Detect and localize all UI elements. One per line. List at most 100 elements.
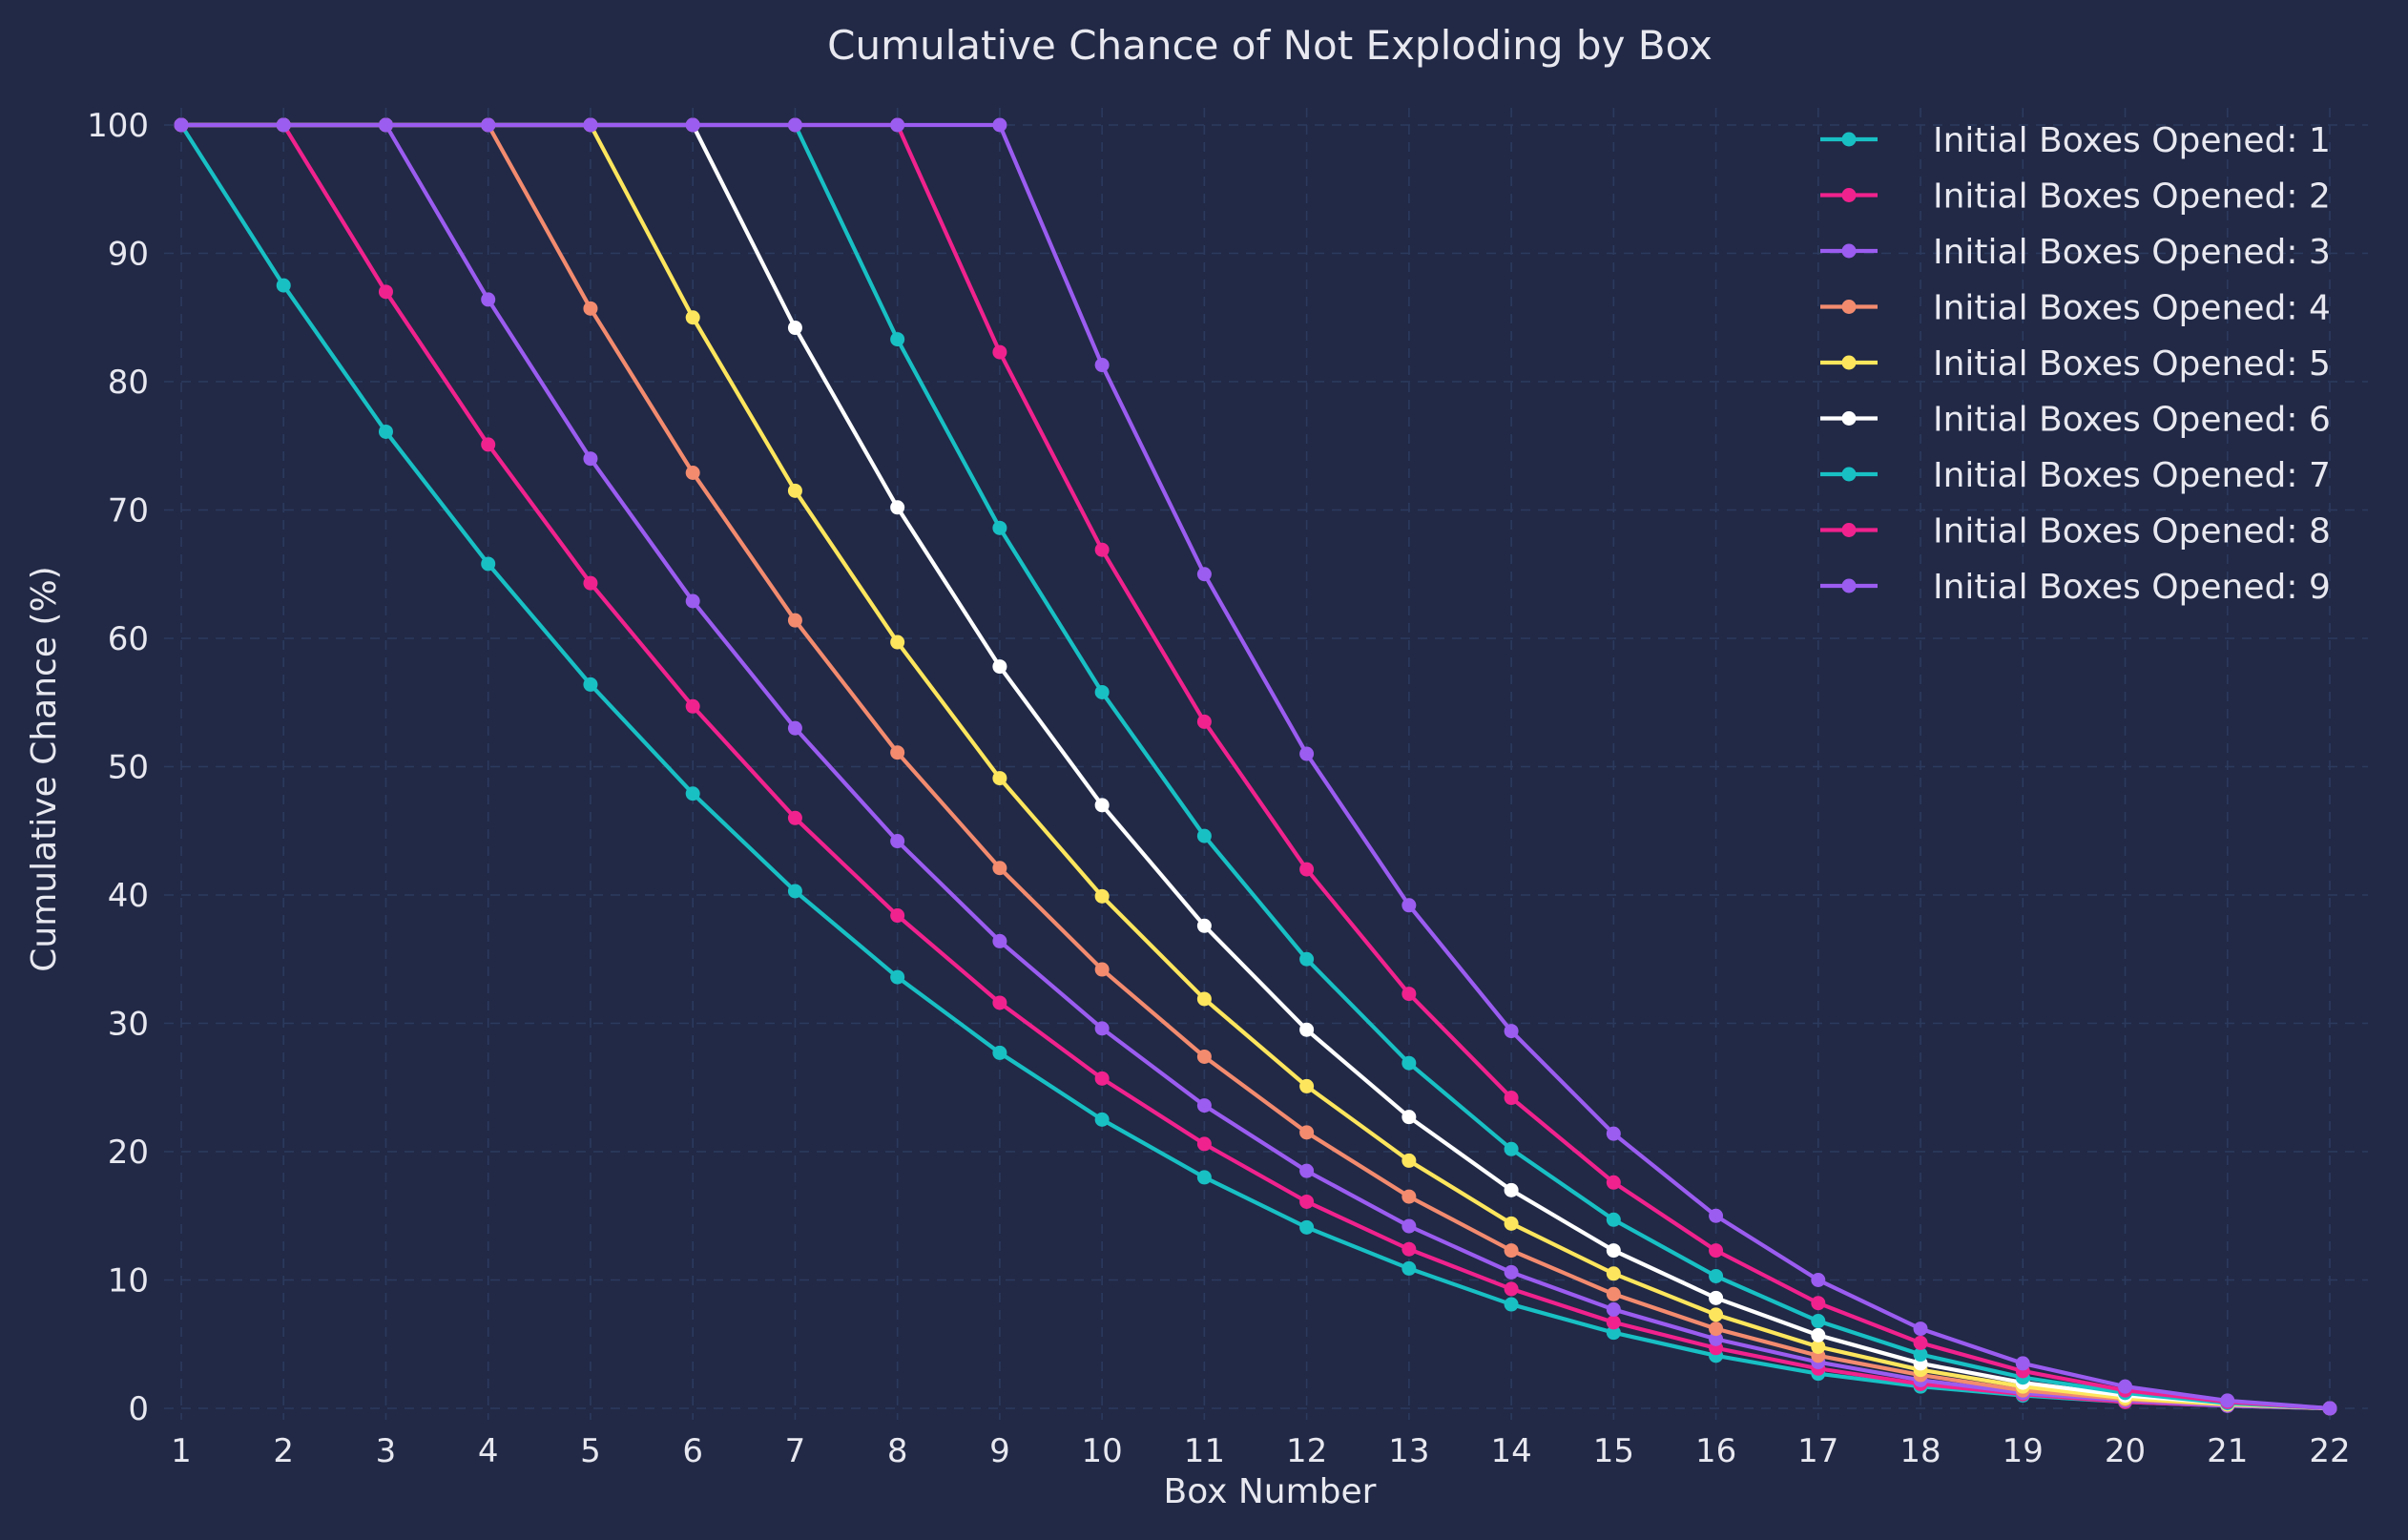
data-point <box>787 117 802 133</box>
data-point <box>583 117 598 133</box>
x-tick-label: 7 <box>785 1432 806 1470</box>
tick-labels: 1 2 3 4 5 6 7 8 9 10 11 12 13 14 15 16 17 18 19 20 21 2201020… <box>87 107 2351 1470</box>
data-point <box>992 933 1007 948</box>
data-point <box>1401 1241 1417 1257</box>
data-point <box>1196 1136 1212 1152</box>
data-point <box>890 969 905 985</box>
legend-label: Initial Boxes Opened: 7 <box>1933 456 2331 495</box>
data-point <box>1299 1078 1315 1093</box>
data-point <box>1196 918 1212 933</box>
data-point <box>481 556 496 572</box>
y-axis-label: Cumulative Chance (%) <box>25 566 64 971</box>
legend-item: Initial Boxes Opened: 3 <box>1820 233 2331 272</box>
data-point <box>481 292 496 307</box>
data-point <box>992 344 1007 360</box>
data-point <box>1401 1218 1417 1234</box>
x-tick-label: 1 <box>171 1432 192 1470</box>
y-tick-label: 0 <box>128 1390 149 1428</box>
data-point <box>1401 987 1417 1002</box>
x-tick-label: 6 <box>682 1432 703 1470</box>
data-point <box>992 659 1007 675</box>
data-point <box>481 117 496 133</box>
data-point <box>1606 1315 1621 1330</box>
x-tick-label: 10 <box>1082 1432 1123 1470</box>
data-point <box>1094 1112 1110 1127</box>
legend-swatch-marker <box>1841 300 1857 314</box>
data-point <box>1504 1281 1519 1297</box>
data-point <box>1913 1335 1928 1350</box>
x-tick-label: 8 <box>887 1432 908 1470</box>
data-point <box>890 908 905 924</box>
data-point <box>276 117 291 133</box>
data-point <box>787 720 802 736</box>
data-point <box>1606 1243 1621 1259</box>
data-point <box>1401 898 1417 913</box>
data-point <box>583 676 598 692</box>
data-point <box>1606 1301 1621 1317</box>
data-point <box>583 575 598 591</box>
data-point <box>1299 1022 1315 1037</box>
data-point <box>1196 1049 1212 1064</box>
data-point <box>1299 1219 1315 1235</box>
data-point <box>1504 1141 1519 1156</box>
data-point <box>1299 746 1315 761</box>
legend-item: Initial Boxes Opened: 2 <box>1820 177 2331 217</box>
legend: Initial Boxes Opened: 1 Initial Boxes Ope… <box>1820 121 2331 607</box>
y-tick-label: 50 <box>108 749 149 787</box>
data-point <box>2118 1379 2133 1394</box>
legend-label: Initial Boxes Opened: 1 <box>1933 121 2331 160</box>
data-point <box>1606 1126 1621 1141</box>
data-point <box>787 613 802 628</box>
x-tick-label: 21 <box>2207 1432 2248 1470</box>
legend-item: Initial Boxes Opened: 7 <box>1820 456 2331 495</box>
data-point <box>1606 1266 1621 1281</box>
series-lines <box>174 117 2337 1416</box>
data-point <box>1811 1339 1826 1354</box>
legend-label: Initial Boxes Opened: 5 <box>1933 344 2331 384</box>
data-point <box>1709 1321 1724 1337</box>
x-tick-label: 18 <box>1899 1432 1941 1470</box>
data-point <box>1401 1189 1417 1204</box>
data-point <box>1606 1325 1621 1341</box>
legend-label: Initial Boxes Opened: 8 <box>1933 512 2331 551</box>
data-point <box>992 520 1007 535</box>
legend-swatch-marker <box>1841 578 1857 593</box>
data-point <box>1504 1216 1519 1231</box>
data-point <box>787 483 802 498</box>
data-point <box>1094 684 1110 699</box>
data-point <box>1811 1327 1826 1342</box>
x-tick-label: 15 <box>1593 1432 1634 1470</box>
x-tick-label: 3 <box>376 1432 397 1470</box>
x-tick-label: 12 <box>1286 1432 1327 1470</box>
legend-label: Initial Boxes Opened: 6 <box>1933 401 2331 440</box>
data-point <box>685 310 700 325</box>
legend-item: Initial Boxes Opened: 8 <box>1820 512 2331 551</box>
data-point <box>1504 1182 1519 1197</box>
y-tick-label: 40 <box>108 877 149 915</box>
data-point <box>1401 1110 1417 1125</box>
data-point <box>890 834 905 849</box>
data-point <box>992 1045 1007 1060</box>
x-tick-label: 19 <box>2003 1432 2044 1470</box>
y-tick-label: 30 <box>108 1006 149 1044</box>
data-point <box>1606 1212 1621 1227</box>
data-point <box>1094 542 1110 557</box>
data-point <box>378 284 393 300</box>
data-point <box>787 810 802 825</box>
data-point <box>1401 1153 1417 1168</box>
data-point <box>685 698 700 714</box>
legend-swatch-marker <box>1841 188 1857 202</box>
data-point <box>1811 1273 1826 1287</box>
data-point <box>890 500 905 515</box>
x-axis-label: Box Number <box>1164 1472 1377 1511</box>
legend-label: Initial Boxes Opened: 3 <box>1933 233 2331 272</box>
data-point <box>1094 1021 1110 1036</box>
data-point <box>1504 1091 1519 1106</box>
legend-item: Initial Boxes Opened: 9 <box>1820 568 2331 607</box>
y-tick-label: 10 <box>108 1262 149 1301</box>
legend-swatch-marker <box>1841 467 1857 482</box>
x-tick-label: 5 <box>580 1432 601 1470</box>
y-tick-label: 20 <box>108 1134 149 1172</box>
data-point <box>1094 798 1110 813</box>
